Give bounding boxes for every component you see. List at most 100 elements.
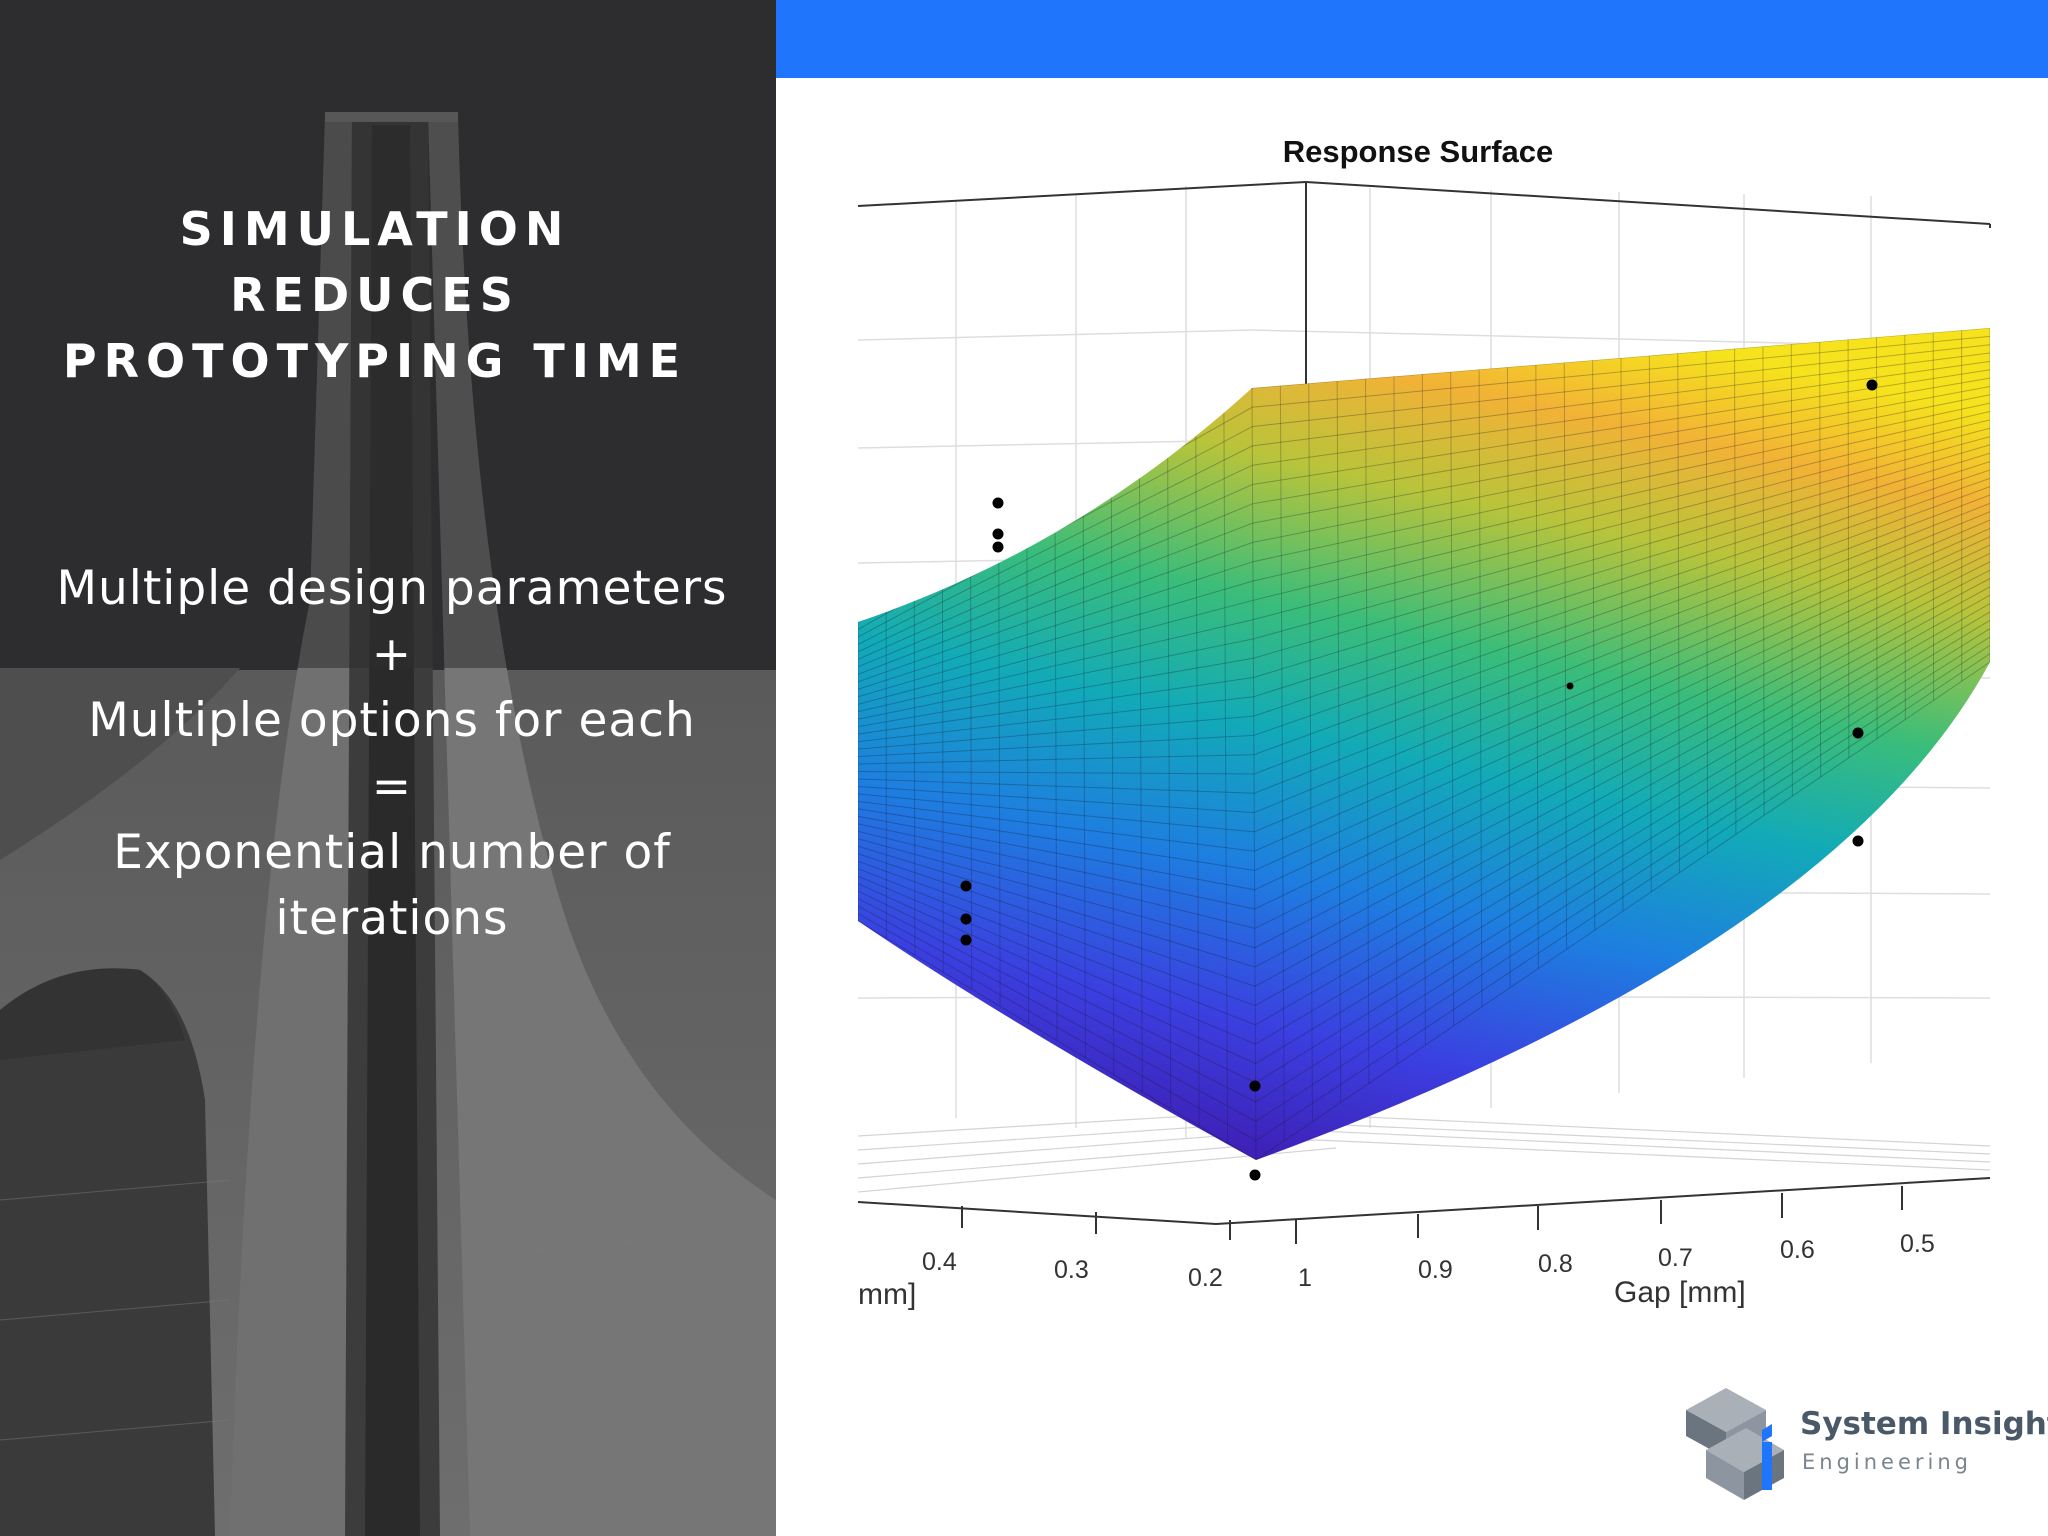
mesh-line-v xyxy=(941,571,944,973)
response-surface-chart: Response Surface xyxy=(776,78,2048,1536)
tick-labels: 0.4 0.3 0.2 1 0.9 0.8 0.7 0.6 0.5 xyxy=(922,1230,1935,1292)
mesh-line-u xyxy=(858,411,1990,698)
heading-line-2: REDUCES xyxy=(230,268,520,322)
mesh-line-v xyxy=(1790,344,1793,797)
accent-bar xyxy=(776,0,2048,78)
mesh-line-v xyxy=(1535,364,1539,969)
body-line-5: Exponential number of xyxy=(113,825,671,880)
mesh-line-u xyxy=(858,619,1990,1065)
floor-grid xyxy=(857,1111,1991,1193)
y-tick-label-0.2: 0.2 xyxy=(1188,1264,1223,1292)
mesh-line-v xyxy=(970,555,973,990)
mesh-line-v xyxy=(1592,360,1596,931)
x-tick-label-0.8: 0.8 xyxy=(1538,1250,1573,1278)
data-point-p12 xyxy=(1249,1169,1261,1181)
data-point-p7 xyxy=(1852,835,1864,847)
mesh-line-v xyxy=(1110,471,1115,1075)
mesh-line-u xyxy=(858,469,1990,750)
mesh-line-u xyxy=(858,611,1990,1045)
mesh-line-u xyxy=(858,486,1990,765)
mesh-line-u xyxy=(858,561,1990,929)
chart-title: Response Surface xyxy=(1282,134,1554,169)
x-tick-label-0.9: 0.9 xyxy=(1418,1256,1453,1284)
mesh-line-u xyxy=(858,653,1990,1142)
architecture-background-image xyxy=(0,0,776,1536)
mesh-line-v xyxy=(1054,504,1058,1041)
mesh-line-u xyxy=(858,394,1990,683)
mesh-line-v xyxy=(1819,341,1822,777)
mesh-line-u xyxy=(858,527,1990,852)
mesh-line-v xyxy=(1223,404,1229,1143)
mesh-line-v xyxy=(1478,369,1483,1007)
mesh-line-v xyxy=(1563,362,1568,950)
mesh-line-v xyxy=(1026,521,1030,1024)
mesh-line-u xyxy=(858,494,1990,775)
mesh-line-v xyxy=(1450,371,1455,1026)
data-point-p2 xyxy=(992,528,1004,540)
data-point-p9 xyxy=(960,913,972,925)
mesh-line-v xyxy=(1734,348,1737,835)
mesh-line-u xyxy=(858,544,1990,891)
logo-mark-icon xyxy=(1686,1388,1784,1500)
x-axis-label: Gap [mm] xyxy=(1614,1276,1746,1309)
mesh-line-u xyxy=(858,444,1990,728)
data-point-p4 xyxy=(1866,379,1878,391)
mesh-line-u xyxy=(858,419,1990,705)
mesh-line-v xyxy=(1875,337,1878,739)
heading-line-3: PROTOTYPING TIME xyxy=(62,334,688,388)
mesh-line-v xyxy=(1167,438,1172,1109)
mesh-line-v xyxy=(1308,383,1313,1122)
y-tick-label-0.3: 0.3 xyxy=(1054,1256,1089,1284)
logo-subtitle: Engineering xyxy=(1802,1450,1972,1474)
mesh-line-u xyxy=(858,644,1990,1122)
body-line-2: + xyxy=(371,627,413,682)
mesh-line-v xyxy=(1506,367,1511,988)
mesh-line-u xyxy=(858,402,1990,690)
mesh-line-v xyxy=(1279,385,1285,1141)
mesh-line-u xyxy=(858,569,1990,949)
slide-body-text: Multiple design parameters + Multiple op… xyxy=(0,556,776,952)
data-point-p10 xyxy=(960,934,972,946)
mesh-line-u xyxy=(858,477,1990,758)
logo-name: System Insight xyxy=(1800,1406,2048,1442)
mesh-line-v xyxy=(1138,454,1143,1092)
left-panel: SIMULATION REDUCES PROTOTYPING TIME Mult… xyxy=(0,0,776,1536)
mesh-line-v xyxy=(1365,378,1370,1084)
mesh-line-v xyxy=(1677,353,1680,873)
body-line-3: Multiple options for each xyxy=(88,693,696,748)
data-points xyxy=(960,379,1878,1181)
data-point-p11 xyxy=(1249,1080,1261,1092)
x-tick-label-0.7: 0.7 xyxy=(1658,1244,1693,1272)
mesh-line-v xyxy=(1847,339,1850,758)
mesh-line-v xyxy=(998,538,1001,1007)
data-point-p1 xyxy=(992,497,1004,509)
mesh-line-v xyxy=(1421,374,1426,1046)
axis-labels: mm] Gap [mm] xyxy=(858,1276,1746,1311)
mesh-line-u xyxy=(858,427,1990,713)
mesh-line-v xyxy=(1648,355,1652,892)
chart-svg: 0.4 0.3 0.2 1 0.9 0.8 0.7 0.6 0.5 mm] Ga… xyxy=(857,181,1991,1311)
mesh-line-u xyxy=(858,385,1990,675)
mesh-line-u xyxy=(858,360,1990,653)
mesh-line-v xyxy=(1195,421,1200,1126)
company-logo: System Insight Engineering xyxy=(1676,1378,2048,1508)
mesh-line-v xyxy=(1082,488,1086,1058)
mesh-line-v xyxy=(1251,387,1257,1160)
mesh-line-u xyxy=(858,377,1990,668)
x-tick-label-0.6: 0.6 xyxy=(1780,1236,1815,1264)
mesh-line-u xyxy=(858,536,1990,872)
surface-mesh xyxy=(858,328,1990,1160)
heading-line-1: SIMULATION xyxy=(179,202,571,256)
mesh-line-u xyxy=(858,636,1990,1103)
mesh-line-u xyxy=(858,578,1990,968)
data-point-p8 xyxy=(960,880,972,892)
mesh-line-v xyxy=(1705,351,1709,854)
mesh-line-u xyxy=(858,436,1990,720)
mesh-line-u xyxy=(858,594,1990,1007)
body-line-1: Multiple design parameters xyxy=(56,561,728,616)
y-axis-label: mm] xyxy=(858,1278,916,1311)
mesh-line-u xyxy=(858,661,1990,1160)
body-line-4: = xyxy=(371,759,413,814)
mesh-line-v xyxy=(1620,357,1624,912)
axes-frame xyxy=(857,181,1991,388)
